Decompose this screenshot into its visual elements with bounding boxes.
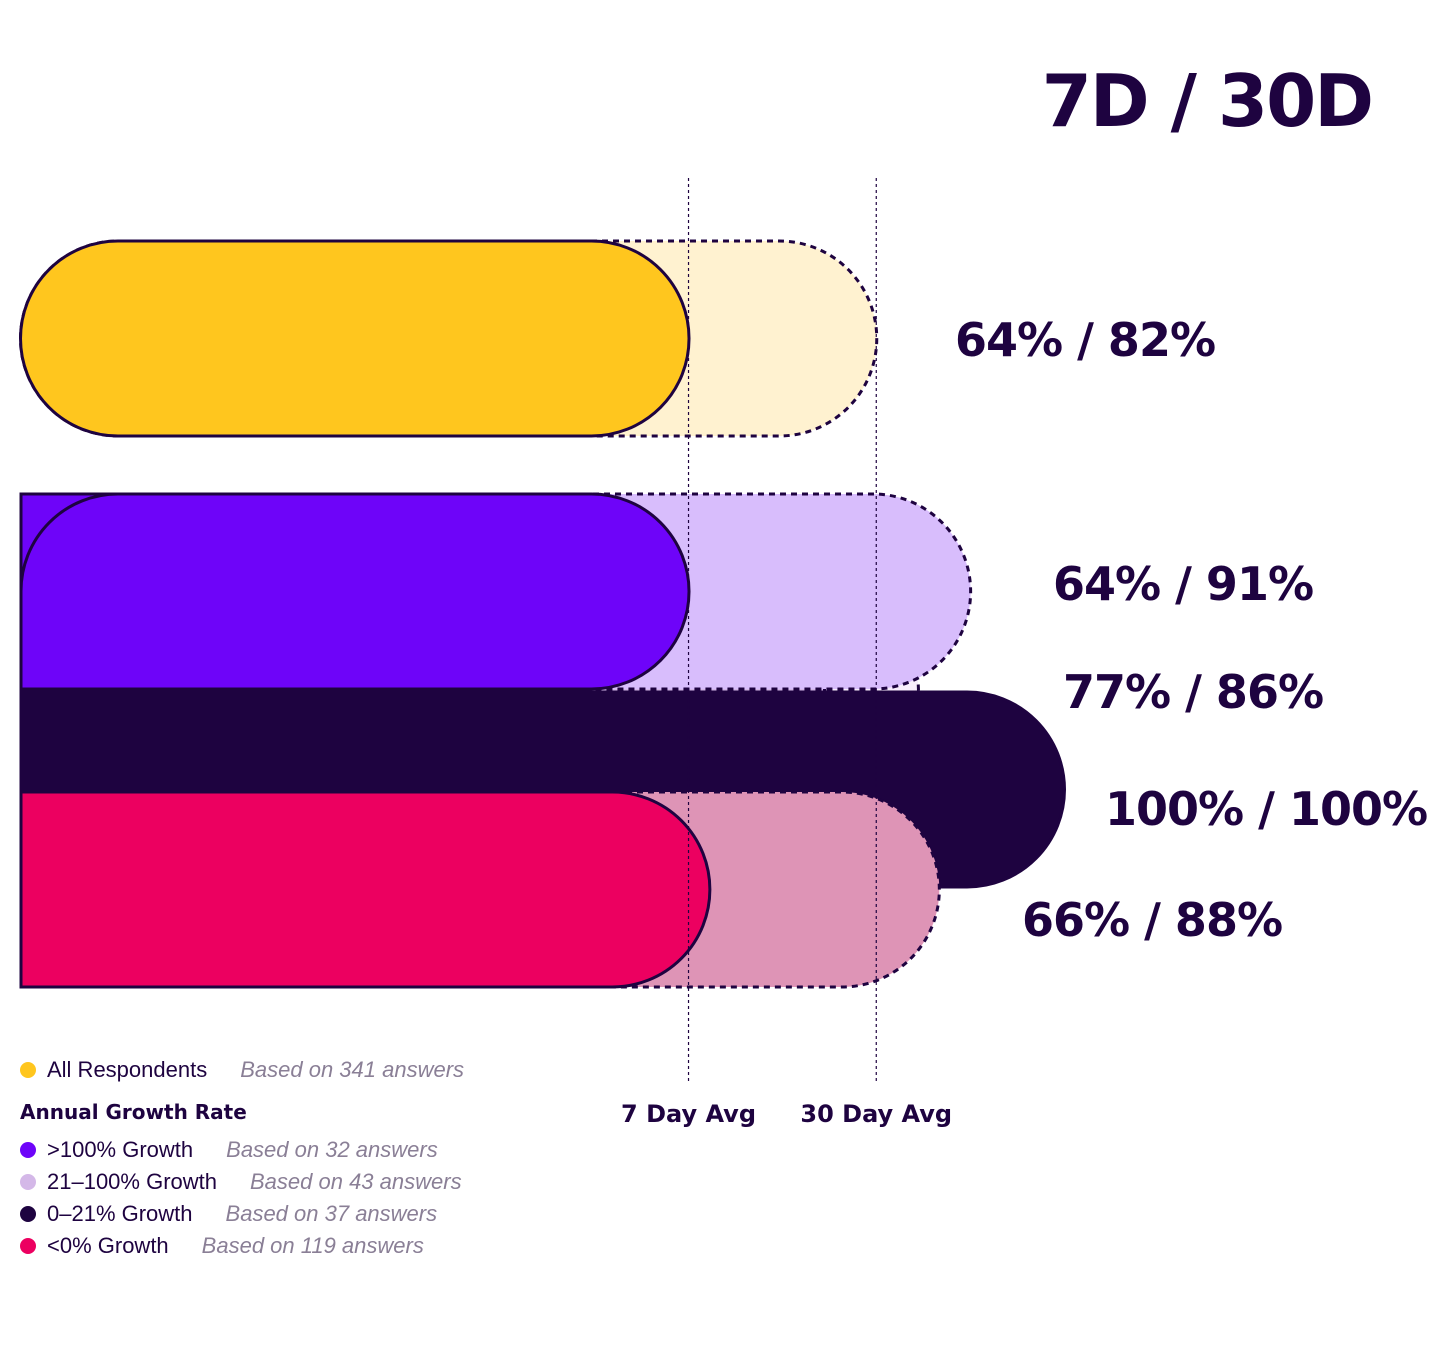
legend-item-over-100-growth: >100% Growth Based on 32 answers (20, 1134, 464, 1166)
legend-label: 0–21% Growth (47, 1201, 193, 1226)
legend-swatch (20, 1206, 36, 1222)
value-label: 100% / 100% (1105, 782, 1427, 836)
legend-swatch (20, 1174, 36, 1190)
value-label: 66% / 88% (1022, 893, 1282, 947)
bar-7d (19, 790, 712, 989)
reference-line-label: 30 Day Avg (800, 1100, 952, 1128)
chart-title: 7D / 30D (1042, 59, 1372, 143)
bar-7d (19, 492, 691, 691)
legend-item-negative-growth: <0% Growth Based on 119 answers (20, 1230, 464, 1262)
legend-label: All Respondents (47, 1057, 208, 1082)
legend-swatch (20, 1142, 36, 1158)
legend-heading: Annual Growth Rate (20, 1100, 247, 1124)
legend-item-21-100-growth: 21–100% Growth Based on 43 answers (20, 1166, 464, 1198)
legend-swatch (20, 1238, 36, 1254)
legend-note: Based on 32 answers (226, 1137, 438, 1162)
legend-label: >100% Growth (47, 1137, 194, 1162)
bars-group (19, 239, 1066, 989)
legend: All Respondents Based on 341 answers Ann… (20, 1054, 464, 1262)
value-label: 64% / 82% (955, 313, 1215, 367)
legend-swatch (20, 1062, 36, 1078)
bar-7d (19, 239, 691, 438)
reference-lines (687, 178, 877, 1082)
legend-note: Based on 119 answers (201, 1233, 424, 1258)
value-label: 77% / 86% (1063, 665, 1323, 719)
legend-note: Based on 43 answers (250, 1169, 462, 1194)
legend-note: Based on 341 answers (240, 1057, 465, 1082)
reference-line-label: 7 Day Avg (621, 1100, 756, 1128)
value-labels: 64% / 82% 64% / 91% 77% / 86% 100% / 100% 66… (955, 313, 1428, 947)
legend-label: 21–100% Growth (47, 1169, 217, 1194)
legend-item-0-21-growth: 0–21% Growth Based on 37 answers (20, 1198, 464, 1230)
group-corner (19, 492, 119, 592)
legend-item-all-respondents: All Respondents Based on 341 answers (20, 1054, 464, 1086)
legend-label: <0% Growth (47, 1233, 169, 1258)
legend-note: Based on 37 answers (225, 1201, 438, 1226)
reference-line-labels: 7 Day Avg 30 Day Avg (621, 1100, 952, 1128)
value-label: 64% / 91% (1053, 557, 1313, 611)
